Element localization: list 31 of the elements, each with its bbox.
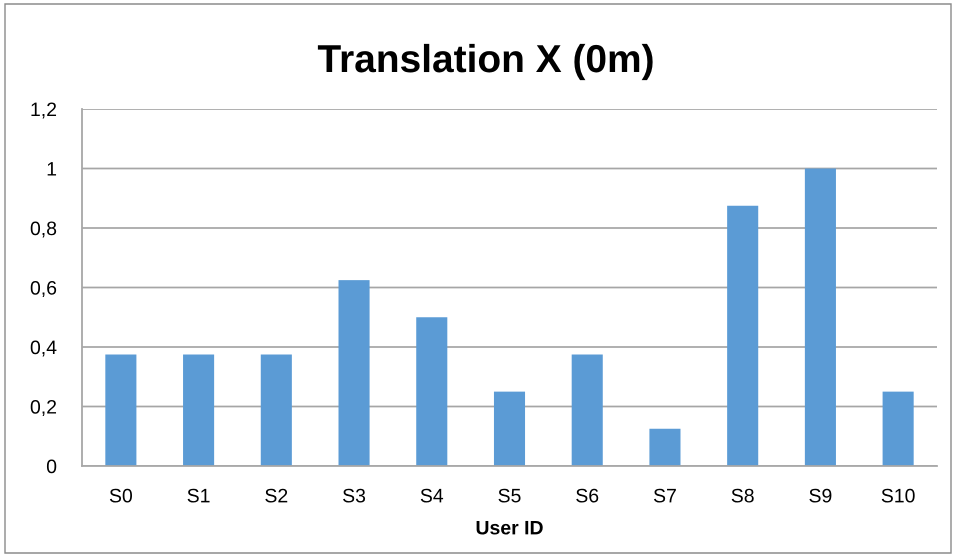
bar [105, 354, 136, 466]
y-tick-label: 1,2 [31, 102, 56, 119]
bar [727, 206, 758, 466]
x-axis-title: User ID [476, 520, 543, 535]
x-tick-label: S4 [420, 488, 444, 503]
x-tick-label: S7 [654, 488, 676, 503]
x-tick-label: S8 [732, 488, 754, 503]
x-tick-label: S1 [188, 488, 210, 503]
y-tick-label: 0 [46, 459, 56, 474]
y-tick-label: 1 [48, 162, 56, 176]
x-tick-label: S3 [343, 488, 366, 503]
bar [416, 317, 448, 466]
bar [260, 354, 292, 466]
x-tick-label: S6 [576, 488, 598, 503]
y-tick-label: 0,4 [30, 340, 56, 357]
bar [572, 354, 603, 466]
y-tick-label: 0,6 [30, 280, 56, 298]
bar [804, 168, 836, 466]
x-tick-label: S0 [110, 488, 132, 503]
chart-title: Translation X (0m) [318, 44, 653, 80]
bar [183, 354, 214, 466]
bar [649, 428, 680, 466]
x-tick-label: S5 [498, 488, 521, 503]
y-tick-label: 0,8 [30, 221, 56, 238]
x-tick-label: S2 [265, 488, 288, 503]
bar [882, 392, 914, 466]
bar [338, 280, 370, 466]
x-tick-label: S9 [809, 488, 832, 503]
bar [494, 392, 526, 466]
x-tick-label: S10 [882, 488, 915, 503]
y-tick-label: 0,2 [30, 400, 56, 416]
